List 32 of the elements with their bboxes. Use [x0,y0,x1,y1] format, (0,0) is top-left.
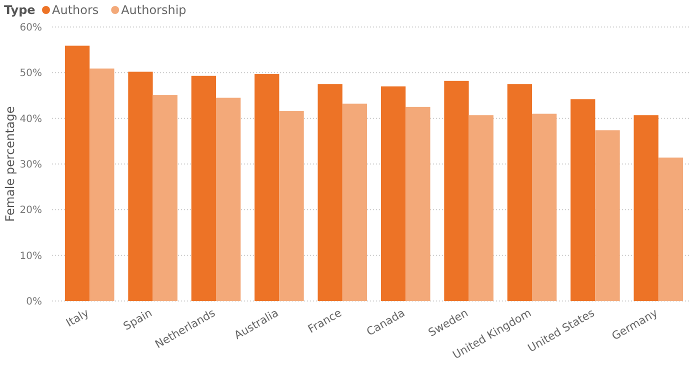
bar [507,84,532,301]
bar [468,115,494,301]
y-tick-label: 30% [20,160,42,170]
bar [570,99,596,301]
y-tick-label: 20% [20,205,42,216]
bar [216,98,241,301]
legend-title: Type [4,3,36,17]
bar [191,76,216,301]
bar [444,80,469,301]
bar [380,86,406,301]
bar [634,115,658,301]
bar [595,130,620,301]
bar [152,95,178,301]
bar [128,72,153,301]
y-axis-title: Female percentage [3,106,17,222]
x-tick-label: Italy [64,306,92,330]
bar [532,114,557,301]
y-tick-label: 60% [20,22,42,34]
bar [318,84,342,301]
y-tick-label: 50% [20,68,42,80]
legend-label: Authorship [121,3,186,17]
bar [254,74,280,301]
legend-label: Authors [52,3,99,17]
bar [279,111,304,301]
bar [90,68,114,301]
y-tick-label: 40% [20,114,42,125]
bar [64,46,90,301]
bar [658,158,684,301]
bar [406,106,430,301]
y-tick-label: 0% [26,296,42,308]
y-tick-label: 10% [20,250,42,262]
bar [342,104,368,301]
